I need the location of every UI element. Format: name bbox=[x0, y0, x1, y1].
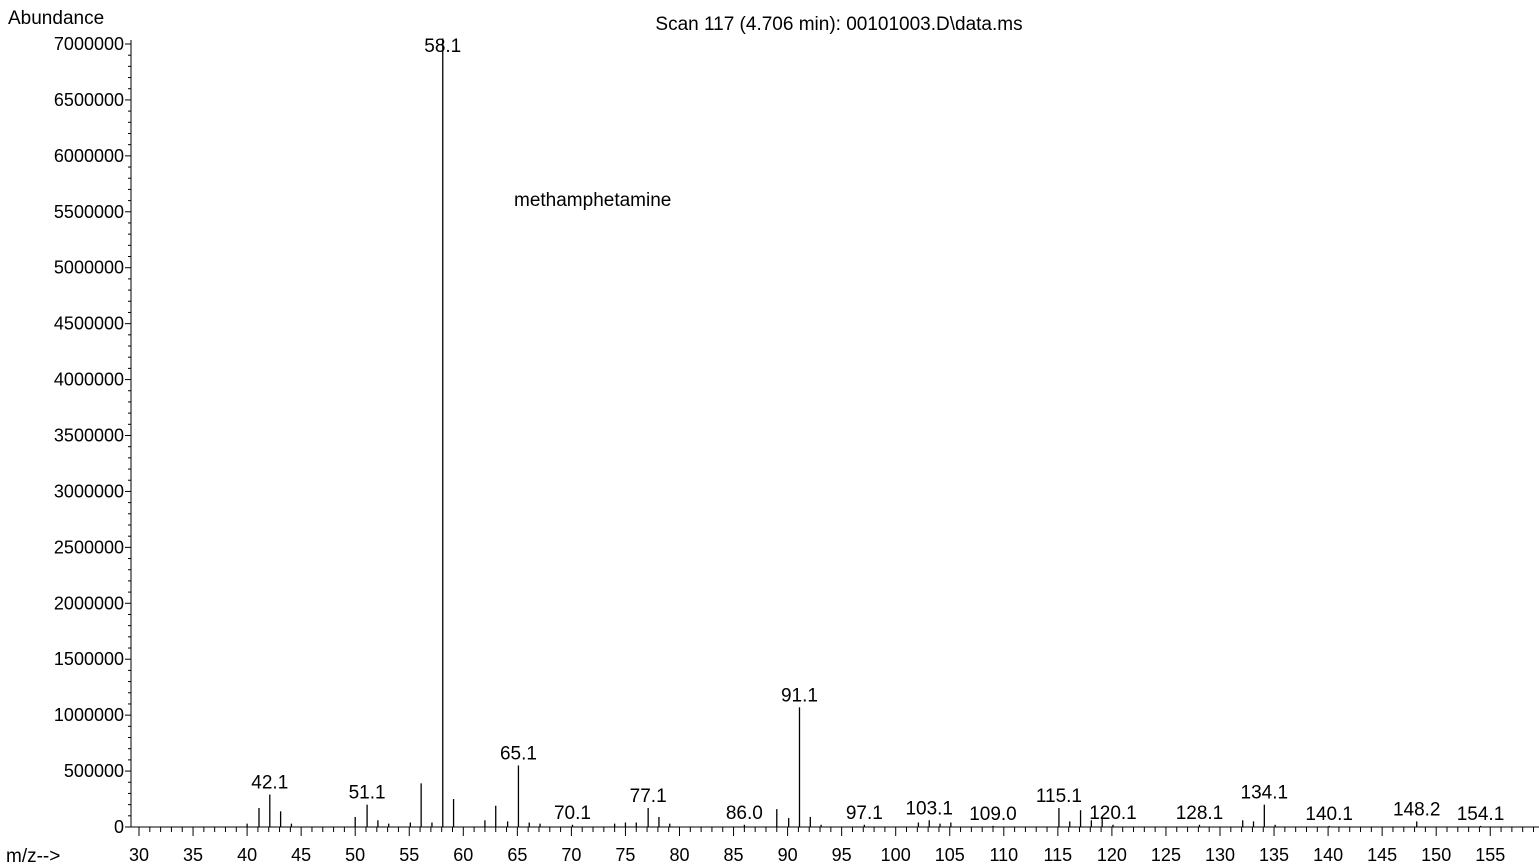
y-tick-label: 1500000 bbox=[54, 649, 124, 669]
peak-label: 154.1 bbox=[1457, 804, 1505, 825]
x-tick-label: 80 bbox=[669, 845, 689, 865]
y-tick-label: 0 bbox=[114, 817, 124, 837]
peak-label: 77.1 bbox=[630, 786, 667, 807]
y-tick-label: 4000000 bbox=[54, 370, 124, 390]
peak-labels: 42.1 51.1 58.1 65.1 70.1 77.1 86.0 91.1 97.1 103.… bbox=[251, 36, 1504, 825]
x-tick-label: 75 bbox=[615, 845, 635, 865]
peak-label: 42.1 bbox=[251, 773, 288, 794]
x-tick-label: 40 bbox=[237, 845, 257, 865]
y-tick-label: 7000000 bbox=[54, 34, 124, 54]
x-tick-label: 95 bbox=[832, 845, 852, 865]
y-tick-label: 2000000 bbox=[54, 593, 124, 613]
x-tick-label: 90 bbox=[778, 845, 798, 865]
peak-label: 70.1 bbox=[554, 803, 591, 824]
peak-label: 103.1 bbox=[905, 798, 953, 819]
compound-annotation: methamphetamine bbox=[514, 190, 671, 211]
peak-label: 86.0 bbox=[726, 803, 763, 824]
x-tick-label: 125 bbox=[1151, 845, 1181, 865]
x-tick-label: 130 bbox=[1205, 845, 1235, 865]
y-tick-label: 6500000 bbox=[54, 90, 124, 110]
chart-title: Scan 117 (4.706 min): 00101003.D\data.ms bbox=[655, 14, 1022, 35]
x-tick-label: 70 bbox=[561, 845, 581, 865]
peak-label: 51.1 bbox=[349, 783, 386, 804]
peak-label: 91.1 bbox=[781, 685, 818, 706]
x-tick-label: 30 bbox=[129, 845, 149, 865]
peak-label: 148.2 bbox=[1393, 799, 1441, 820]
y-axis-label: Abundance bbox=[8, 8, 104, 29]
x-tick-label: 60 bbox=[453, 845, 473, 865]
x-tick-label: 115 bbox=[1043, 845, 1072, 865]
x-tick-label: 145 bbox=[1367, 845, 1397, 865]
x-tick-label: 35 bbox=[183, 845, 203, 865]
x-tick-label: 45 bbox=[291, 845, 311, 865]
y-tick-label: 3000000 bbox=[54, 481, 124, 501]
x-tick-label: 55 bbox=[399, 845, 419, 865]
x-tick-label: 150 bbox=[1421, 845, 1451, 865]
y-axis: 0 500000 1000000 1500000 2000000 2500000 30000… bbox=[54, 34, 131, 837]
x-tick-label: 100 bbox=[881, 845, 911, 865]
x-tick-label: 105 bbox=[935, 845, 965, 865]
peak-label: 65.1 bbox=[500, 743, 537, 764]
peak-label: 120.1 bbox=[1089, 803, 1137, 824]
peak-label: 109.0 bbox=[969, 804, 1017, 825]
y-tick-label: 6000000 bbox=[54, 146, 124, 166]
x-tick-label: 85 bbox=[724, 845, 744, 865]
x-axis: 30 35 40 45 50 55 60 65 70 75 80 85 90 95 100 105 110 115… bbox=[129, 827, 1534, 865]
x-tick-label: 135 bbox=[1259, 845, 1289, 865]
x-tick-label: 140 bbox=[1313, 845, 1343, 865]
spectrum-peaks bbox=[246, 38, 1482, 827]
peak-label: 134.1 bbox=[1241, 783, 1289, 804]
y-tick-label: 5500000 bbox=[54, 202, 124, 222]
y-tick-label: 500000 bbox=[64, 761, 124, 781]
x-tick-label: 65 bbox=[507, 845, 527, 865]
peak-label: 97.1 bbox=[846, 803, 883, 824]
x-axis-label: m/z--> bbox=[6, 846, 60, 867]
x-tick-label: 50 bbox=[345, 845, 365, 865]
y-tick-label: 3500000 bbox=[54, 426, 124, 446]
y-tick-label: 4500000 bbox=[54, 314, 124, 334]
y-tick-label: 1000000 bbox=[54, 705, 124, 725]
peak-label: 128.1 bbox=[1176, 803, 1224, 824]
peak-label: 140.1 bbox=[1305, 804, 1353, 825]
peak-label: 115.1 bbox=[1036, 786, 1082, 807]
peak-label: 58.1 bbox=[424, 36, 461, 57]
x-tick-label: 120 bbox=[1097, 845, 1127, 865]
y-tick-label: 5000000 bbox=[54, 258, 124, 278]
y-tick-label: 2500000 bbox=[54, 537, 124, 557]
x-tick-label: 155 bbox=[1475, 845, 1505, 865]
x-tick-label: 110 bbox=[989, 845, 1018, 865]
